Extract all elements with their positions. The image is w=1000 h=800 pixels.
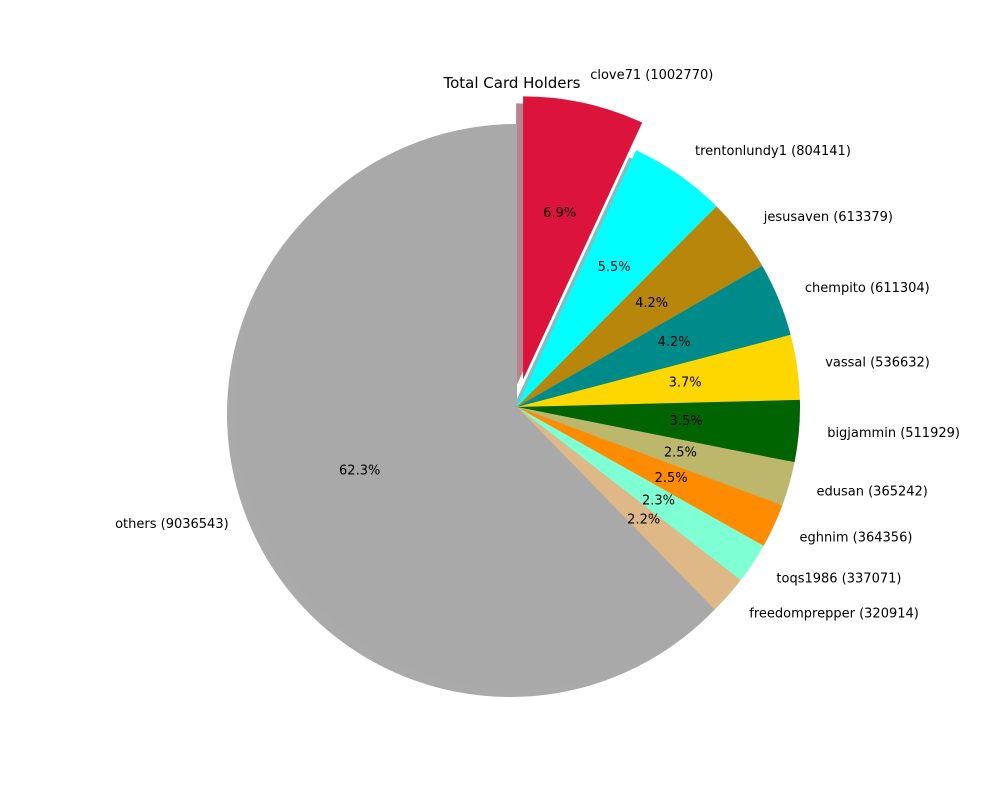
slice-label-freedomprepper: freedomprepper (320914) — [749, 607, 919, 622]
pie-slice-jesusaven — [517, 206, 763, 407]
slice-label-jesusaven: jesusaven (613379) — [763, 210, 893, 225]
slice-label-clove71: clove71 (1002770) — [590, 68, 713, 83]
pie-slice-bigjammin — [517, 399, 800, 463]
slice-percent-vassal: 3.7% — [669, 376, 702, 391]
slice-layer — [233, 96, 800, 690]
slice-percent-others: 62.3% — [339, 464, 380, 479]
pie-slice-eghnim — [517, 407, 783, 546]
slice-percent-eghnim: 2.5% — [655, 471, 688, 486]
pie-slice-chempito — [517, 265, 791, 407]
pie-slice-freedomprepper — [517, 407, 741, 610]
pie-slice-trentonlundy1 — [517, 150, 717, 407]
slice-label-chempito: chempito (611304) — [805, 281, 930, 296]
slice-percent-edusan: 2.5% — [664, 446, 697, 461]
slice-percent-trentonlundy1: 5.5% — [598, 260, 631, 275]
slice-percent-bigjammin: 3.5% — [670, 414, 703, 429]
slice-label-trentonlundy1: trentonlundy1 (804141) — [695, 144, 851, 159]
slice-percent-chempito: 4.2% — [658, 335, 691, 350]
pie-slice-edusan — [517, 407, 795, 506]
chart-title: Total Card Holders — [442, 74, 580, 92]
slice-percent-freedomprepper: 2.2% — [627, 513, 660, 528]
pie-slice-clove71 — [523, 96, 643, 380]
slice-label-vassal: vassal (536632) — [825, 356, 930, 371]
slice-label-toqs1986: toqs1986 (337071) — [776, 572, 901, 587]
slice-label-others: others (9036543) — [115, 517, 229, 532]
pie-slice-toqs1986 — [517, 407, 764, 581]
pie-slice-others — [233, 124, 715, 690]
slice-percent-toqs1986: 2.3% — [642, 493, 675, 508]
label-layer: clove71 (1002770) 6.9% trentonlundy1 (8041… — [115, 68, 960, 622]
slice-percent-jesusaven: 4.2% — [635, 296, 668, 311]
slice-label-eghnim: eghnim (364356) — [800, 530, 913, 545]
slice-percent-clove71: 6.9% — [543, 206, 576, 221]
slice-label-edusan: edusan (365242) — [817, 484, 928, 499]
slice-label-bigjammin: bigjammin (511929) — [827, 426, 960, 441]
pie-slice-vassal — [517, 334, 800, 407]
